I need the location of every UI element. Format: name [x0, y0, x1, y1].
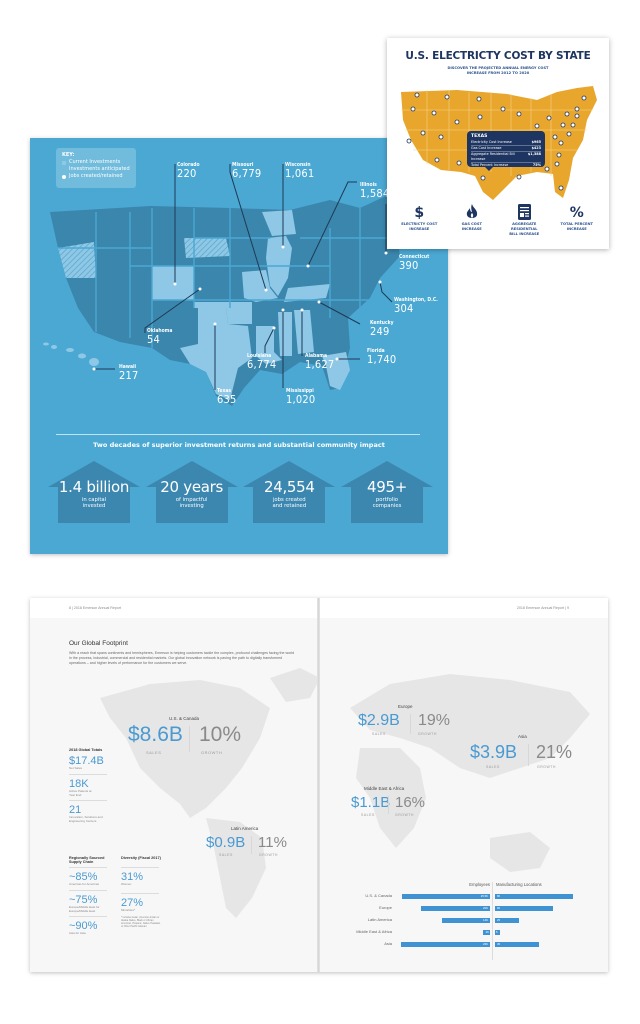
total-innovation-centers: 21 Innovation, Solutions and Engineering…: [69, 804, 103, 824]
jobs-dot-swatch: [62, 174, 66, 179]
total-percent-item: % TOTAL PERCENT INCREASE: [552, 204, 602, 237]
house-shape-icon: [48, 461, 140, 523]
callout-oklahoma: Oklahoma 54: [147, 328, 173, 346]
dollar-icon: $: [414, 205, 425, 221]
global-totals: 2018 Global Totals $17.4B Net Sales 18K …: [69, 748, 129, 824]
supply-asia: ~90% Asia for Asia: [69, 920, 98, 936]
diversity-women: 31% Women: [121, 871, 144, 886]
card-title: U.S. ELECTRICTY COST BY STATE: [405, 50, 591, 62]
state-colorado: [152, 266, 194, 300]
key-jobs-created: Jobs created/retained: [69, 173, 123, 179]
diversity: Diversity (Fiscal 2017) 31% Women 27% Mi…: [121, 856, 167, 928]
gas-cost-item: GAS COST INCREASE: [447, 204, 497, 237]
state-wisconsin: [262, 210, 296, 236]
region-latin-america: Latin America $0.9B 11% SALES GROWTH: [206, 826, 287, 857]
tagline: Two decades of superior investment retur…: [93, 441, 385, 449]
callout-hawaii: Hawaii 217: [119, 364, 139, 382]
callout-colorado: Colorado 220: [177, 162, 200, 180]
bar-row-asia: Asia 26K 45: [326, 941, 606, 947]
callout-washington-dc: Washington, D.C. 304: [394, 297, 438, 315]
spread-gutter: [317, 598, 320, 972]
cost-icons-row: $ ELECTRICTY COST INCREASE GAS COST INCREA…: [387, 204, 609, 237]
state-texas: [180, 308, 252, 400]
state-florida: [322, 352, 350, 390]
stat-capital-invested: 1.4 billion in capital invested: [48, 461, 140, 523]
bill-document-icon: [499, 204, 549, 222]
state-nebraska-anticipated: [184, 238, 230, 258]
bar-row-latin-america: Latin America 14K 25: [326, 917, 606, 923]
house-shape-icon: [243, 461, 336, 523]
card-subtitle: DISCOVER THE PROJECTED ANNUAL ENERGY COS…: [447, 66, 549, 75]
diversity-footnote: * Includes Asian, American Indian or Ala…: [121, 915, 161, 928]
callout-illinois: Illinois 1,584: [360, 182, 390, 200]
callout-texas: Texas 635: [217, 388, 237, 406]
flame-icon: [447, 204, 497, 222]
diversity-heading: Diversity (Fiscal 2017): [121, 856, 161, 860]
region-asia: Asia $3.9B 21% SALES GROWTH: [470, 734, 573, 769]
supply-chain: Regionally Sourced Supply Chain ~85% Ame…: [69, 856, 113, 936]
hawaii-islands: [43, 342, 99, 366]
supply-chain-heading: Regionally Sourced Supply Chain: [69, 856, 105, 864]
supply-americas: ~85% Americas for Americas: [69, 871, 100, 886]
residential-bill-item: AGGREGATE RESIDENTIAL BILL INCREASE: [499, 204, 549, 237]
bar-row-europe: Europe 20K 60: [326, 905, 606, 911]
bar-row-us-canada: U.S. & Canada 25.5K 80: [326, 893, 606, 899]
section-divider: [56, 434, 420, 435]
investment-infographic: KEY: Current Investments Investments ant…: [30, 138, 448, 554]
state-kentucky: [284, 284, 330, 302]
key-title: KEY:: [62, 152, 75, 158]
locations-header: Manufacturing Locations: [496, 882, 542, 887]
callout-alabama: Alabama 1,627: [305, 353, 335, 371]
bar-row-middle-east-africa: Middle East & Africa 2K 5: [326, 929, 606, 935]
employees-header: Employees: [469, 882, 490, 887]
world-map-background: [100, 668, 590, 918]
diversity-minorities: 27% Minorities*: [121, 896, 144, 912]
us-map-illustration: [43, 164, 402, 406]
state-mississippi: [278, 312, 292, 356]
region-europe: Europe $2.9B 19% SALES GROWTH: [358, 704, 451, 736]
electricity-cost-item: $ ELECTRICTY COST INCREASE: [394, 204, 444, 237]
current-investments-swatch: [62, 160, 66, 165]
texas-tooltip: TEXAS Electricity Cost Increase $965 Gas …: [467, 131, 545, 171]
state-oklahoma: [194, 302, 252, 324]
map-key: KEY: Current Investments Investments ant…: [56, 148, 136, 188]
total-net-sales: $17.4B Net Sales: [69, 755, 104, 770]
state-missouri: [242, 270, 278, 302]
stat-years-investing: 20 years of impactful investing: [145, 461, 238, 523]
region-middle-east-africa: Middle East & Africa $1.1B 16% SALES GRO…: [351, 786, 426, 817]
annual-report-spread: 8 | 2018 Emerson Annual Report 2018 Emer…: [30, 598, 608, 972]
callout-connecticut: Connecticut 390: [399, 254, 430, 272]
folio-left: 8 | 2018 Emerson Annual Report: [69, 606, 122, 610]
house-shape-icon: [340, 461, 433, 523]
electricity-cost-card: U.S. ELECTRICTY COST BY STATE DISCOVER T…: [387, 38, 609, 249]
total-active-patents: 18K Active Patents at Year End: [69, 777, 92, 797]
callout-mississippi: Mississippi 1,020: [286, 388, 316, 406]
folio-right: 2018 Emerson Annual Report | 9: [516, 606, 569, 610]
intro-paragraph: With a reach that spans continents and h…: [69, 651, 295, 665]
region-us-canada: U.S. & Canada $8.6B 10% SALES GROWTH: [128, 716, 242, 755]
house-shape-icon: [145, 461, 238, 523]
percent-icon: %: [569, 205, 584, 221]
stat-portfolio-companies: 495+ portfolio companies: [340, 461, 433, 523]
callout-louisiana: Louisiana 6,774: [247, 353, 277, 371]
chart-axis: [492, 882, 493, 960]
callout-florida: Florida 1,740: [367, 348, 397, 366]
callout-wisconsin: Wisconsin 1,061: [285, 162, 315, 180]
supply-europe-me: ~75% Europe/Middle East for Europe/Middl…: [69, 893, 100, 913]
global-totals-heading: 2018 Global Totals: [69, 748, 103, 752]
callout-kentucky: Kentucky 249: [370, 320, 394, 338]
stats-row: 1.4 billion in capital invested 20 years …: [48, 461, 433, 523]
state-alabama: [294, 310, 314, 354]
page-title: Our Global Footprint: [69, 640, 128, 647]
anticipated-swatch: [62, 168, 66, 172]
stat-jobs-created: 24,554 jobs created and retained: [243, 461, 336, 523]
key-current-investments: Current Investments: [69, 159, 121, 165]
state-louisiana: [256, 326, 282, 364]
key-investments-anticipated: Investments anticipated: [69, 166, 130, 172]
callout-missouri: Missouri 6,779: [232, 162, 262, 180]
state-oregon-anticipated: [58, 242, 96, 278]
